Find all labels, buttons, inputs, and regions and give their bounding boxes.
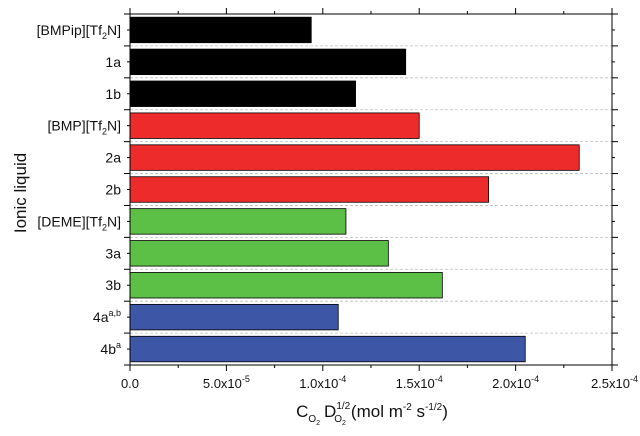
x-tick-labels: 0.0 5.0x10-5 1.0x10-4 1.5x10-4 2.0x10-4 2.5x1… xyxy=(121,374,638,391)
bars xyxy=(129,16,580,363)
x-tick-label: 5.0x10-5 xyxy=(203,374,250,391)
bar xyxy=(129,80,356,107)
category-label: 2a xyxy=(105,150,121,166)
bar xyxy=(129,112,420,139)
x-axis-title: CO2D1/2 O2(mol m-2 s-1/2) xyxy=(296,401,448,427)
category-label: 2b xyxy=(105,182,121,198)
bar xyxy=(129,303,339,331)
category-label: 4ba xyxy=(100,340,121,357)
bar xyxy=(129,240,389,267)
x-tick-label: 2.5x10-4 xyxy=(591,374,638,391)
category-label: 1a xyxy=(105,54,121,70)
category-label: [BMPip][Tf2N] xyxy=(37,22,121,41)
axis-ticks xyxy=(124,8,618,371)
grid-lines xyxy=(130,45,612,334)
y-axis-title: Ionic liquid xyxy=(11,153,30,233)
category-label: 3b xyxy=(105,277,121,293)
category-label: 3a xyxy=(105,245,121,261)
category-label: [DEME][Tf2N] xyxy=(37,213,121,232)
y-tick-labels: [BMPip][Tf2N] 1a 1b [BMP][Tf2N] 2a 2b [DEME][T… xyxy=(37,22,122,357)
bar xyxy=(129,144,580,171)
x-tick-label: 1.5x10-4 xyxy=(396,374,443,391)
bar xyxy=(129,335,526,363)
category-label: 1b xyxy=(105,86,121,102)
category-label: 4aa,b xyxy=(93,308,121,325)
bar xyxy=(129,16,312,44)
x-tick-label: 0.0 xyxy=(121,376,139,391)
x-tick-label: 2.0x10-4 xyxy=(492,374,539,391)
bar xyxy=(129,272,443,299)
bar xyxy=(129,208,347,235)
category-label: [BMP][Tf2N] xyxy=(48,118,121,137)
bar xyxy=(129,48,407,76)
x-tick-label: 1.0x10-4 xyxy=(299,374,346,391)
bar xyxy=(129,176,490,203)
